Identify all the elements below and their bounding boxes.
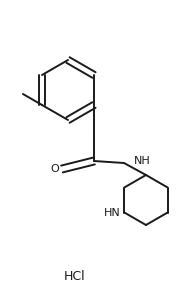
Text: HCl: HCl xyxy=(64,270,86,282)
Text: NH: NH xyxy=(134,156,151,166)
Text: O: O xyxy=(51,164,59,174)
Text: HN: HN xyxy=(104,208,120,217)
